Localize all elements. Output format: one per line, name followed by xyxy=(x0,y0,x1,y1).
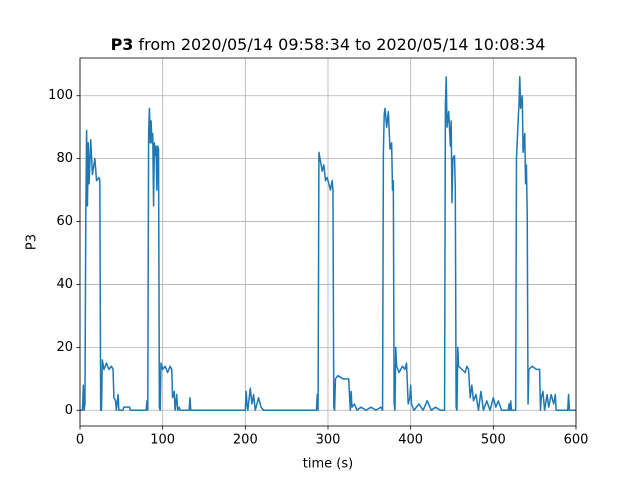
y-tick-label: 40 xyxy=(56,277,73,292)
title-rest: from 2020/05/14 09:58:34 to 2020/05/14 1… xyxy=(139,35,546,54)
x-tick-label: 500 xyxy=(481,433,506,448)
chart-title: P3 from 2020/05/14 09:58:34 to 2020/05/1… xyxy=(111,35,546,54)
y-tick-label: 20 xyxy=(56,340,73,355)
plot-frame xyxy=(79,57,577,427)
x-tick-label: 100 xyxy=(150,433,175,448)
x-tick-label: 0 xyxy=(76,433,84,448)
y-tick-label: 80 xyxy=(56,151,73,166)
y-tick-label: 100 xyxy=(48,88,73,103)
x-axis-label: time (s) xyxy=(303,457,353,472)
x-tick-label: 400 xyxy=(398,433,423,448)
data-line xyxy=(80,76,576,412)
x-tick-label: 300 xyxy=(316,433,341,448)
title-bold: P3 xyxy=(111,35,134,54)
y-tick-label: 60 xyxy=(56,214,73,229)
y-tick-label: 0 xyxy=(65,403,73,418)
x-tick-label: 200 xyxy=(233,433,258,448)
y-axis-label: P3 xyxy=(25,234,40,250)
x-tick-label: 600 xyxy=(564,433,589,448)
